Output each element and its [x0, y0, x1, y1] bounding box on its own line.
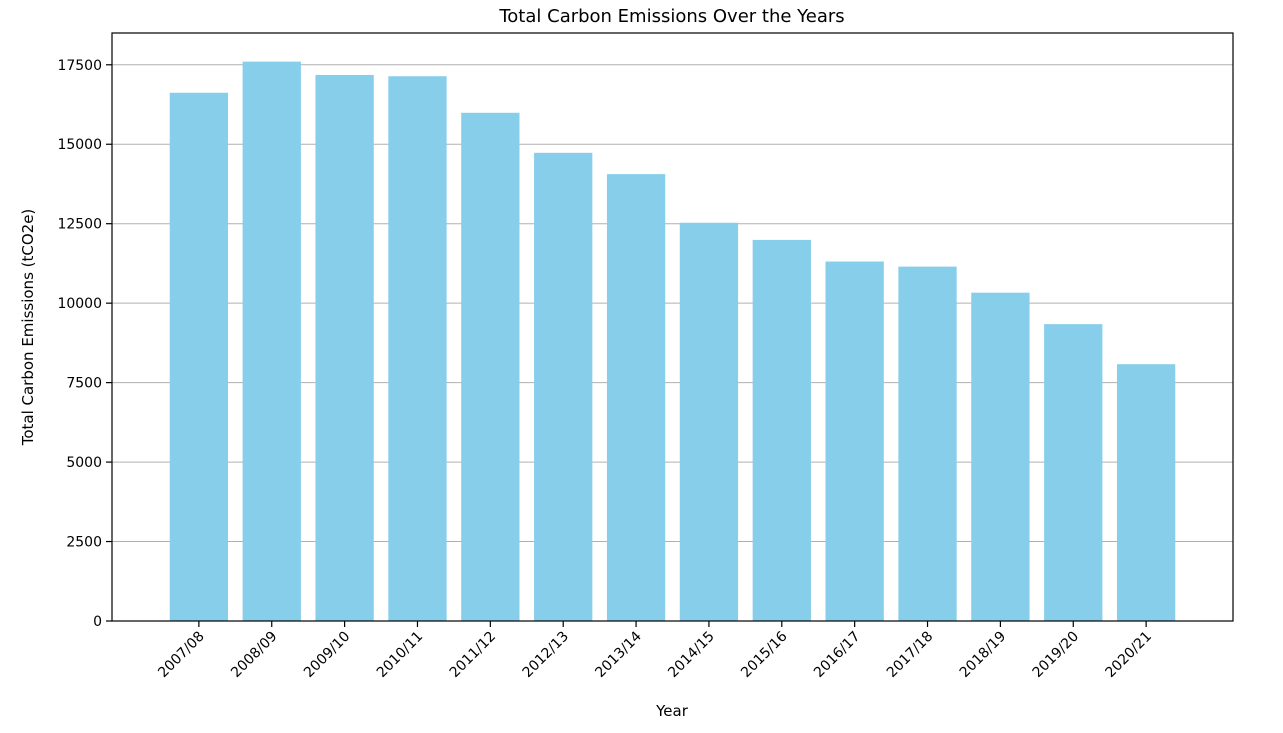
- x-tick-label: 2011/12: [447, 629, 499, 681]
- x-tick-label: 2013/14: [592, 628, 645, 681]
- x-axis-label: Year: [655, 702, 689, 720]
- y-tick-label: 2500: [66, 535, 102, 551]
- x-tick-label: 2016/17: [811, 629, 863, 681]
- bar-2016-17: [825, 261, 884, 621]
- x-tick-label: 2007/08: [155, 629, 207, 681]
- x-tick-label: 2020/21: [1103, 629, 1155, 681]
- y-tick-label: 7500: [66, 376, 102, 392]
- bar-2017-18: [898, 266, 957, 621]
- bar-2009-10: [315, 74, 374, 622]
- bar-2020-21: [1116, 364, 1176, 621]
- x-tick-label: 2009/10: [301, 629, 353, 681]
- y-tick-label: 0: [93, 614, 102, 630]
- y-tick-label: 12500: [57, 217, 102, 233]
- bar-2018-19: [971, 292, 1030, 621]
- x-tick-label: 2014/15: [665, 629, 717, 681]
- bar-layer: [169, 61, 1176, 622]
- chart-title: Total Carbon Emissions Over the Years: [498, 6, 844, 27]
- y-tick-label: 5000: [66, 455, 102, 471]
- bar-2014-15: [679, 222, 739, 621]
- x-tick-label: 2015/16: [738, 628, 791, 681]
- y-tick-label: 10000: [57, 296, 102, 312]
- x-tick-label: 2012/13: [520, 629, 572, 681]
- bar-2019-20: [1044, 324, 1103, 621]
- y-axis-label: Total Carbon Emissions (tCO2e): [19, 209, 37, 447]
- bar-2011-12: [461, 112, 520, 622]
- x-tick-label: 2017/18: [884, 629, 936, 681]
- y-tick-label: 17500: [57, 58, 102, 74]
- x-tick-label: 2018/19: [957, 629, 1009, 681]
- bar-2008-09: [242, 61, 301, 621]
- bar-2013-14: [606, 174, 666, 621]
- x-tick-label: 2019/20: [1030, 629, 1082, 681]
- x-tick-label: 2008/09: [228, 629, 280, 681]
- bar-2012-13: [534, 152, 593, 621]
- bar-2015-16: [752, 239, 811, 622]
- y-tick-label: 15000: [57, 137, 102, 153]
- bar-2010-11: [388, 76, 447, 621]
- plot-frame: [111, 32, 1234, 622]
- bar-2007-08: [169, 92, 229, 621]
- x-tick-label: 2010/11: [374, 629, 426, 681]
